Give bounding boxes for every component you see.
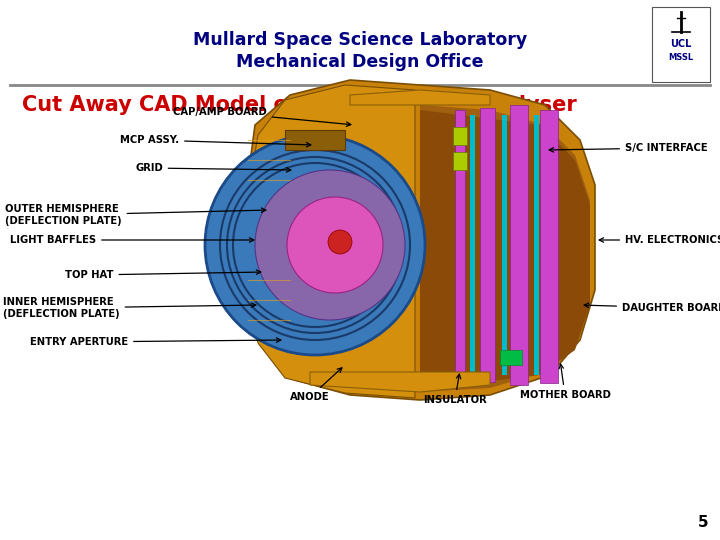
Text: MOTHER BOARD: MOTHER BOARD [520, 364, 611, 400]
Text: MCP ASSY.: MCP ASSY. [120, 135, 311, 147]
Circle shape [328, 230, 352, 254]
Polygon shape [455, 110, 465, 378]
Text: OUTER HEMISPHERE
(DEFLECTION PLATE): OUTER HEMISPHERE (DEFLECTION PLATE) [5, 204, 266, 226]
Text: ENTRY APERTURE: ENTRY APERTURE [30, 337, 281, 347]
Polygon shape [420, 105, 590, 392]
Bar [652, 7, 710, 82]
Circle shape [255, 170, 405, 320]
Text: Mechanical Design Office: Mechanical Design Office [236, 53, 484, 71]
Text: INSULATOR: INSULATOR [423, 374, 487, 405]
Polygon shape [420, 110, 590, 390]
Text: Cut Away CAD Model of CASSINI/CAPS Analyser: Cut Away CAD Model of CASSINI/CAPS Analy… [22, 95, 577, 115]
Text: UCL: UCL [670, 39, 692, 49]
Polygon shape [470, 115, 475, 375]
Polygon shape [480, 108, 495, 382]
Polygon shape [510, 105, 528, 385]
Text: TOP HAT: TOP HAT [65, 270, 261, 280]
Text: INNER HEMISPHERE
(DEFLECTION PLATE): INNER HEMISPHERE (DEFLECTION PLATE) [3, 297, 256, 319]
Text: DAUGHTER BOARDS: DAUGHTER BOARDS [584, 303, 720, 313]
Polygon shape [540, 110, 558, 383]
Text: ANODE: ANODE [290, 368, 342, 402]
Text: LIGHT BAFFLES: LIGHT BAFFLES [10, 235, 254, 245]
Polygon shape [502, 115, 507, 375]
Text: 5: 5 [698, 515, 708, 530]
Polygon shape [285, 130, 345, 150]
Circle shape [287, 197, 383, 293]
Text: Mullard Space Science Laboratory: Mullard Space Science Laboratory [193, 31, 527, 49]
Text: CAP/AMP BOARD: CAP/AMP BOARD [173, 107, 351, 126]
Text: MSSL: MSSL [668, 53, 693, 63]
Polygon shape [247, 85, 415, 398]
Polygon shape [500, 350, 522, 365]
Text: S/C INTERFACE: S/C INTERFACE [549, 143, 708, 153]
Bar [0, 0, 720, 100]
Polygon shape [534, 115, 539, 375]
Polygon shape [453, 127, 467, 145]
Polygon shape [350, 90, 490, 105]
Circle shape [205, 135, 425, 355]
Polygon shape [245, 80, 595, 400]
Text: HV. ELECTRONICS: HV. ELECTRONICS [599, 235, 720, 245]
Text: GRID: GRID [135, 163, 291, 173]
Polygon shape [453, 152, 467, 170]
Polygon shape [310, 372, 490, 392]
